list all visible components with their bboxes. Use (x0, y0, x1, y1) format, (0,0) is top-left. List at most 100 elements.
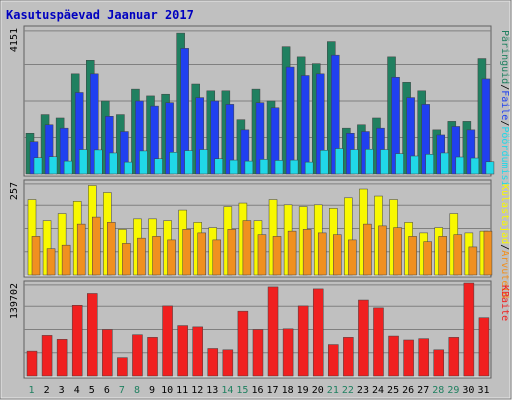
bar-KBaite-day-12 (192, 326, 203, 377)
bar-KBaite-day-1 (26, 350, 38, 377)
bar-Pöördumisi-day-29 (455, 156, 465, 175)
x-label-day-26: 26 (402, 385, 414, 396)
bar-KBaite-day-21 (328, 344, 339, 377)
bar-Pöördumisi-day-5 (94, 149, 103, 175)
x-label-day-13: 13 (206, 385, 218, 396)
bar-KBaite-day-17 (267, 286, 279, 377)
bar-Pöördumisi-day-17 (274, 160, 284, 175)
bar-Pöördumisi-day-6 (109, 152, 118, 175)
bar-Arvuteid-day-17 (272, 236, 282, 276)
x-label-day-15: 15 (236, 385, 248, 396)
bar-Arvuteid-day-6 (107, 222, 116, 276)
bar-Pöördumisi-day-28 (440, 152, 449, 175)
bars (26, 282, 490, 377)
x-label-day-29: 29 (447, 385, 459, 396)
bar-KBaite-day-24 (373, 307, 384, 377)
bar-KBaite-day-18 (282, 328, 294, 377)
x-label-day-22: 22 (342, 385, 354, 396)
bar-KBaite-day-11 (177, 325, 188, 377)
panel-bytes: 139702 KBaite (9, 280, 510, 379)
bar-KBaite-day-23 (358, 299, 369, 377)
bar-Arvuteid-day-31 (483, 230, 493, 276)
x-axis-labels: 1 2 3 4 5 6 7 8 9 10 11 12 13 14 15 16 17 18 19 20 21 22 23 24 2… (29, 385, 490, 396)
x-label-day-14: 14 (221, 385, 233, 396)
legend-hits: Päringuid/Faile/Pöördumisi (499, 30, 510, 187)
bar-KBaite-day-30 (463, 282, 475, 377)
bar-KBaite-day-14 (222, 349, 234, 377)
bar-Pöördumisi-day-19 (304, 161, 314, 175)
bar-Pöördumisi-day-10 (169, 152, 178, 175)
x-label-day-25: 25 (387, 385, 399, 396)
bar-Arvuteid-day-13 (212, 239, 222, 276)
bars (27, 185, 493, 276)
bar-Pöördumisi-day-1 (33, 157, 43, 175)
bar-Pöördumisi-day-24 (380, 149, 389, 175)
bar-KBaite-day-10 (162, 305, 173, 377)
x-label-day-2: 2 (44, 385, 50, 396)
x-label-day-24: 24 (372, 385, 384, 396)
bar-Arvuteid-day-23 (363, 223, 372, 276)
bar-Arvuteid-day-16 (257, 234, 267, 276)
bar-Pöördumisi-day-4 (78, 149, 88, 175)
bar-KBaite-day-27 (418, 338, 429, 377)
bar-Arvuteid-day-29 (453, 234, 463, 276)
bar-Pöördumisi-day-16 (259, 159, 269, 175)
bar-Arvuteid-day-27 (423, 241, 432, 276)
bar-KBaite-day-15 (237, 310, 249, 377)
bar-KBaite-day-22 (343, 337, 354, 377)
bar-Pöördumisi-day-14 (229, 159, 239, 175)
x-label-day-21: 21 (327, 385, 339, 396)
bar-KBaite-day-8 (132, 334, 143, 377)
x-label-day-3: 3 (59, 385, 65, 396)
y-max-label: 257 (9, 182, 20, 200)
legend-item-Päringuid: Päringuid (499, 30, 510, 84)
bar-Faile-day-18 (285, 66, 295, 175)
bar-KBaite-day-28 (433, 349, 444, 377)
bar-Arvuteid-day-28 (438, 236, 447, 276)
bar-Arvuteid-day-15 (242, 220, 252, 276)
panel-hits: 4151 Päringuid/Faile/Pöördumisi (9, 25, 510, 187)
bar-Pöördumisi-day-22 (350, 149, 359, 175)
panel-visits: 257 Külastajad/Arvuteid (9, 179, 510, 298)
x-label-day-19: 19 (297, 385, 309, 396)
bar-Arvuteid-day-1 (31, 236, 41, 276)
bar-Pöördumisi-day-18 (289, 159, 299, 175)
bar-Arvuteid-day-20 (317, 232, 327, 276)
bar-KBaite-day-26 (403, 339, 414, 377)
bar-KBaite-day-4 (71, 305, 83, 377)
bar-Pöördumisi-day-27 (425, 154, 434, 175)
x-label-day-6: 6 (104, 385, 110, 396)
bar-Arvuteid-day-10 (167, 239, 176, 276)
bar-Pöördumisi-day-31 (485, 161, 495, 175)
x-label-day-1: 1 (29, 385, 35, 396)
bar-Pöördumisi-day-13 (214, 158, 224, 175)
bar-Arvuteid-day-21 (333, 234, 342, 276)
bar-Arvuteid-day-3 (61, 244, 71, 276)
x-label-day-16: 16 (251, 385, 263, 396)
bar-Faile-day-19 (300, 75, 310, 175)
bar-KBaite-day-6 (102, 329, 113, 377)
x-label-day-7: 7 (119, 385, 125, 396)
bar-Arvuteid-day-11 (182, 229, 191, 276)
chart-title: Kasutuspäevad Jaanuar 2017 (6, 8, 194, 22)
bar-Pöördumisi-day-11 (184, 150, 193, 175)
bar-KBaite-day-13 (207, 348, 219, 377)
x-label-day-18: 18 (282, 385, 294, 396)
bar-Pöördumisi-day-30 (470, 157, 480, 175)
bar-Arvuteid-day-4 (76, 223, 86, 276)
bar-Arvuteid-day-8 (137, 237, 146, 276)
bar-KBaite-day-25 (388, 335, 399, 377)
bar-KBaite-day-29 (448, 337, 460, 377)
bar-Arvuteid-day-22 (348, 239, 357, 276)
y-max-label: 4151 (9, 28, 20, 52)
legend-item-Pöördumisi: Pöördumisi (499, 126, 510, 186)
bar-KBaite-day-3 (56, 339, 68, 377)
bar-Pöördumisi-day-12 (199, 149, 208, 175)
bar-Faile-day-31 (481, 78, 491, 175)
bar-KBaite-day-20 (312, 288, 324, 377)
bar-Arvuteid-day-26 (408, 236, 417, 276)
bar-Arvuteid-day-24 (378, 225, 387, 276)
bar-KBaite-day-7 (117, 357, 128, 377)
legend-item-Faile: Faile (499, 90, 510, 120)
